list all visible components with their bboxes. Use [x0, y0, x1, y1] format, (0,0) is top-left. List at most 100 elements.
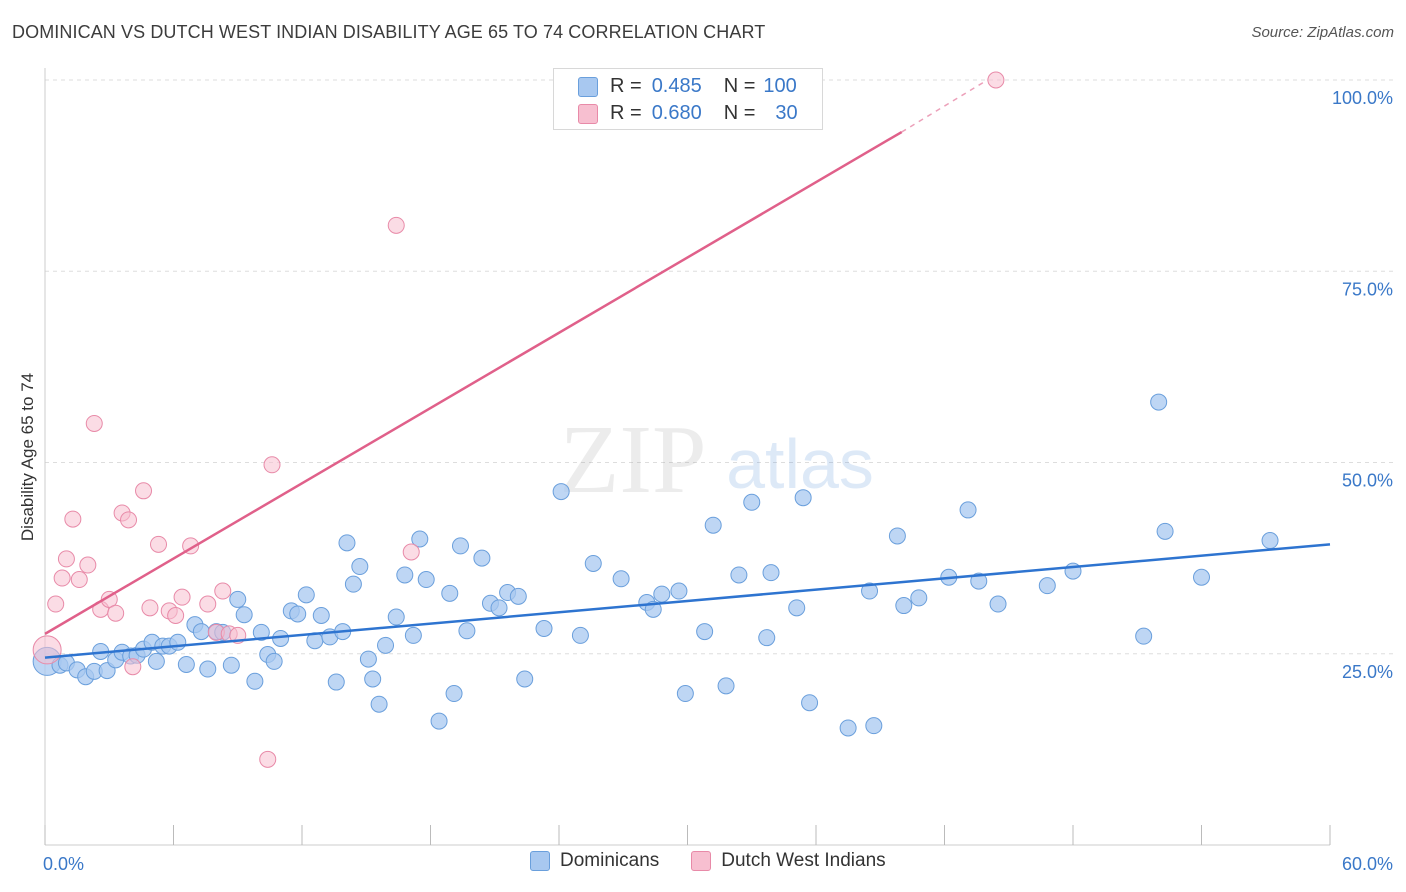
dutch-west-indians-point — [53, 569, 71, 587]
dominicans-swatch — [578, 76, 598, 97]
dominicans-point — [910, 589, 928, 607]
dominicans-point — [535, 620, 553, 638]
dominicans-point — [861, 582, 879, 600]
dutch-west-indians-point — [402, 543, 420, 561]
dominicans-point — [1156, 522, 1174, 540]
dominicans-point — [801, 694, 819, 712]
y-tick-label: 25.0% — [1342, 662, 1393, 682]
dominicans-point — [252, 623, 270, 641]
dutch-west-indians-swatch — [578, 103, 598, 124]
dutch-west-indians-point — [32, 635, 62, 665]
dominicans-point — [959, 501, 977, 519]
dutch-west-indians-point — [263, 456, 281, 474]
dutch-west-indians-point — [120, 511, 138, 529]
dominicans-point — [762, 564, 780, 582]
dutch-west-indians-point — [70, 571, 88, 589]
dutch-west-indians-point — [135, 482, 153, 500]
x-tick-label: 0.0% — [43, 854, 84, 874]
y-tick-label: 100.0% — [1332, 88, 1393, 108]
stats-row-dutch-west-indians: R = 0.680 N = 30 — [578, 102, 798, 125]
dutch-west-indians-point — [124, 658, 142, 676]
dominicans-point — [411, 530, 429, 548]
legend-item-dutch-west-indians[interactable]: Dutch West Indians — [691, 850, 886, 872]
dominicans-point — [865, 717, 883, 735]
dutch-west-indians-point — [259, 750, 277, 768]
grid-lines — [45, 79, 1395, 655]
dutch-west-indians-legend-swatch — [691, 851, 712, 871]
dominicans-point — [177, 655, 195, 673]
dutch-west-indians-point — [107, 604, 125, 622]
dutch-west-indians-trend-extension — [901, 79, 988, 133]
dominicans-point — [344, 575, 362, 593]
r-label: R = — [610, 102, 642, 124]
dominicans-point — [445, 685, 463, 703]
dominicans-point — [696, 623, 714, 641]
stats-legend: R = 0.485 N = 100 R = 0.680 N = 30 — [553, 68, 823, 130]
y-tick-label: 75.0% — [1342, 279, 1393, 299]
dominicans-point — [265, 652, 283, 670]
dominicans-point — [430, 712, 448, 730]
dominicans-point — [147, 652, 165, 670]
dominicans-point — [297, 586, 315, 604]
dominicans-point — [758, 629, 776, 647]
dutch-west-indians-point — [387, 216, 405, 234]
dominicans-trend-line — [44, 543, 1331, 659]
x-tick-label: 60.0% — [1342, 854, 1393, 874]
dominicans-point — [387, 608, 405, 626]
dominicans-point — [794, 489, 812, 507]
dominicans-point — [229, 590, 247, 608]
dutch-west-indians-point — [214, 582, 232, 600]
dutch-west-indians-points — [32, 71, 1005, 768]
legend-item-dominicans[interactable]: Dominicans — [530, 850, 659, 872]
dominicans-point — [235, 606, 253, 624]
dutch-west-indians-point — [57, 550, 75, 568]
dominicans-point — [246, 672, 264, 690]
dominicans-point — [717, 677, 735, 695]
watermark: ZIP atlas — [560, 406, 874, 514]
legend-label-dutch-west-indians: Dutch West Indians — [721, 850, 886, 871]
dominicans-point — [1150, 393, 1168, 411]
dominicans-point — [552, 483, 570, 501]
trend-lines — [44, 79, 1331, 659]
dominicans-point — [458, 622, 476, 640]
stats-row-dominicans: R = 0.485 N = 100 — [578, 75, 797, 98]
bottom-legend: Dominicans Dutch West Indians — [530, 850, 886, 872]
dutch-west-indians-point — [141, 599, 159, 617]
dominicans-point — [377, 636, 395, 654]
dutch-west-indians-point — [987, 71, 1005, 89]
n-value-dutch-west-indians: 30 — [775, 102, 798, 124]
dominicans-point — [670, 582, 688, 600]
axis-labels: 25.0% 50.0% 75.0% 100.0% 0.0% 60.0% — [43, 88, 1393, 874]
dominicans-point — [451, 537, 469, 555]
source-label: Source: ZipAtlas.com — [1251, 24, 1394, 41]
dominicans-point — [396, 566, 414, 584]
n-label: N = — [723, 102, 756, 124]
dominicans-point — [417, 571, 435, 589]
dominicans-point — [516, 670, 534, 688]
dominicans-point — [351, 558, 369, 576]
dominicans-point — [730, 566, 748, 584]
dominicans-legend-swatch — [530, 851, 550, 871]
dominicans-point — [490, 599, 508, 617]
dominicans-point — [788, 599, 806, 617]
dominicans-point — [338, 534, 356, 552]
dominicans-point — [473, 549, 491, 567]
dominicans-point — [895, 597, 913, 615]
dominicans-point — [612, 570, 630, 588]
r-label: R = — [610, 75, 642, 97]
n-value-dominicans: 100 — [763, 75, 797, 97]
y-tick-label: 50.0% — [1342, 471, 1393, 491]
y-axis-label: Disability Age 65 to 74 — [18, 373, 37, 541]
dominicans-point — [653, 585, 671, 603]
dominicans-point — [169, 633, 187, 651]
dominicans-point — [1135, 627, 1153, 645]
dominicans-point — [192, 623, 210, 641]
dominicans-point — [571, 626, 589, 644]
dominicans-point — [1261, 532, 1279, 550]
dominicans-point — [359, 650, 377, 668]
dominicans-point — [441, 584, 459, 602]
dutch-west-indians-point — [150, 535, 168, 553]
legend-label-dominicans: Dominicans — [560, 850, 660, 871]
watermark-zip: ZIP — [560, 406, 707, 514]
dominicans-point — [1038, 577, 1056, 595]
